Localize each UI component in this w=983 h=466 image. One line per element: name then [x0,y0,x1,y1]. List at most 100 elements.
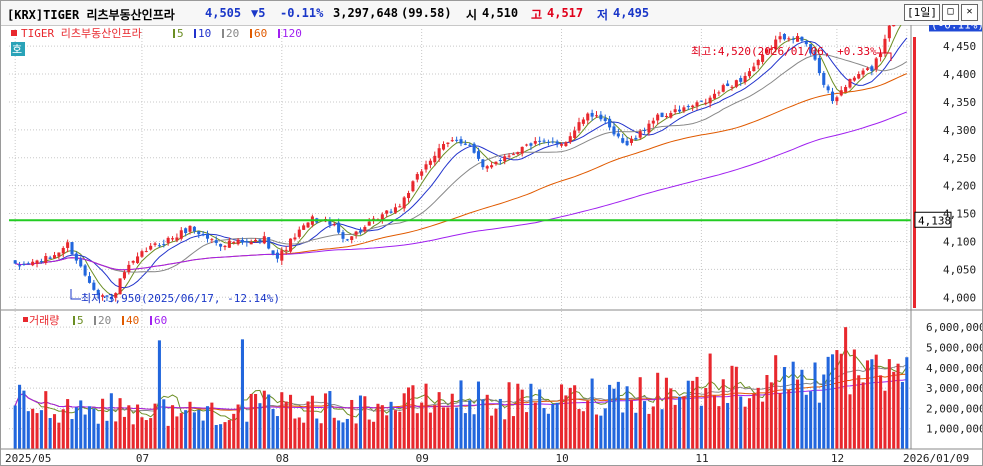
volume-bar [573,385,577,449]
volume-bar [468,400,472,449]
candle-body [494,161,498,165]
volume-bar [52,414,57,449]
close-button[interactable]: ✕ [961,4,978,21]
candle-body [708,97,712,104]
volume-bar [686,380,690,449]
candle-body [817,57,821,74]
period-selector[interactable]: [1일] [904,4,940,21]
volume-bar [22,390,26,449]
volume-bar [175,416,179,449]
time-tick-label: 12 [831,452,844,465]
volume-bar [136,404,140,449]
volume-bar [695,376,699,449]
candle-body [455,139,459,141]
legend-ma-swatch [73,316,75,325]
volume-bar [83,414,87,449]
candle-body [407,192,411,199]
candle-body [424,164,428,170]
price-tick-label: 4,000 [943,291,976,304]
volume-bars [13,327,909,449]
price-ma-line-10 [15,37,908,289]
volume-bar [529,383,533,449]
volume-bar [774,355,778,449]
candle-body [433,155,437,163]
price-tick-label: 4,450 [943,40,976,53]
candle-body [507,155,511,157]
candle-body [258,239,262,242]
volume-bar [516,383,520,449]
candle-body [289,238,293,252]
candle-body [520,146,524,154]
candle-body [254,239,258,242]
volume-bar [332,417,336,449]
volume-tick-label: 3,000,000 [926,382,982,395]
candle-body [581,119,585,124]
volume-bar [79,400,83,449]
volume-bar [105,420,109,449]
volume-bar [568,387,572,449]
candle-body [577,122,581,131]
time-tick-label: 2026/01/09 [903,452,969,465]
volume-bar [542,408,546,449]
price-ma-line-60 [15,73,907,271]
volume-bar [660,409,664,449]
candle-body [415,174,419,180]
volume-bar [61,409,65,449]
change-percent: -0.11% [280,6,324,20]
volume-bar [337,420,341,449]
volume-ratio: (99.58) [401,6,452,20]
volume-bar [385,415,389,449]
candle-body [546,141,550,143]
candle-body [236,239,240,245]
volume-tick-label: 4,000,000 [926,362,982,375]
volume-legend-name: 거래량 [29,314,59,327]
candle-body [114,293,118,298]
candle-body [70,242,74,255]
volume-bar [455,407,459,449]
volume-bar [769,382,773,449]
volume-bar [643,401,647,449]
volume-bar [900,381,904,449]
candle-body [197,231,201,235]
volume-bar [26,411,30,449]
price-legend-ma: 10 [198,27,211,40]
volume-bar [219,424,223,449]
volume-bar [712,395,717,449]
candle-body [262,236,266,244]
candle-body [660,112,664,118]
candle-body [184,228,188,234]
price-tick-label: 4,300 [943,124,976,137]
volume-bar [564,395,568,449]
legend-swatch [11,30,17,36]
volume-bar [262,390,266,449]
volume-bar [144,420,148,449]
volume-bar [761,401,765,449]
volume-bar [485,394,489,449]
volume-bar [472,414,476,449]
volume-bar [140,417,144,449]
volume-bar [223,422,227,449]
candle-body [525,144,529,146]
volume-bar [48,418,52,449]
volume-bar [896,363,900,449]
volume-bar [721,379,725,449]
candle-body [839,90,843,96]
stock-name[interactable]: [KRX]TIGER 리츠부동산인프라 [7,8,175,22]
candle-body [809,44,813,54]
volume-bar [664,377,668,449]
candle-body [35,260,39,264]
volume-bar [227,420,231,449]
volume-bar [586,400,590,449]
candle-body [638,131,642,138]
candle-body [498,160,502,162]
hline-value-box [914,211,952,228]
candle-body [275,252,279,259]
candle-body [621,138,625,143]
volume-bar [441,407,446,449]
current-price: 4,505 [205,6,242,20]
volume-bar [363,396,367,449]
restore-button[interactable]: □ [942,4,959,21]
candle-body [721,85,725,92]
volume-bar [127,405,131,449]
